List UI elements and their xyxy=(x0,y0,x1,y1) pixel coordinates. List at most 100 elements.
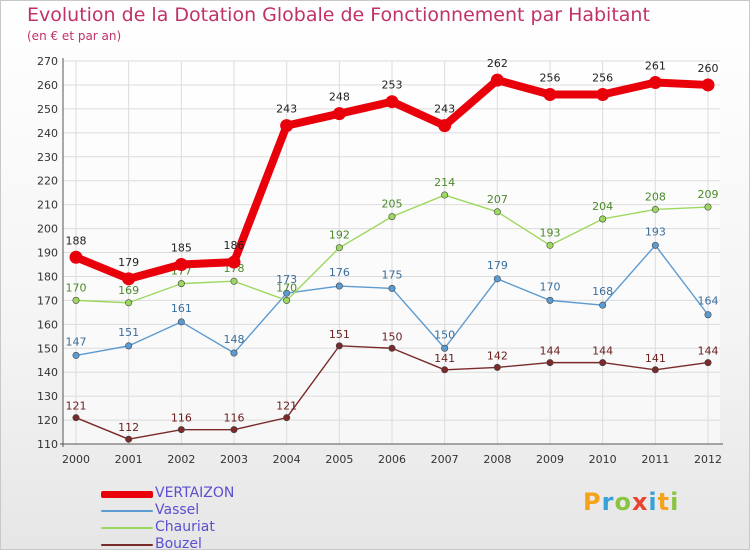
data-point xyxy=(490,73,504,87)
data-label: 179 xyxy=(118,256,139,269)
legend-item: VERTAIZON xyxy=(101,485,361,502)
chart-title: Evolution de la Dotation Globale de Fonc… xyxy=(27,4,650,26)
data-label: 186 xyxy=(224,239,245,252)
data-label: 170 xyxy=(66,281,87,294)
data-point xyxy=(493,208,501,216)
data-point xyxy=(335,282,343,290)
data-label: 188 xyxy=(66,234,87,247)
y-tick-label: 180 xyxy=(37,270,58,283)
x-tick-label: 2000 xyxy=(62,453,90,466)
data-label: 150 xyxy=(434,328,455,341)
data-point xyxy=(230,277,238,285)
data-point xyxy=(125,342,133,350)
data-point xyxy=(280,119,294,133)
data-label: 161 xyxy=(171,302,192,315)
data-point xyxy=(701,78,715,92)
data-point xyxy=(493,363,501,371)
data-point xyxy=(125,299,133,307)
data-label: 168 xyxy=(592,285,613,298)
data-point xyxy=(177,318,185,326)
y-tick-label: 250 xyxy=(37,103,58,116)
data-point xyxy=(546,359,554,367)
data-point xyxy=(596,88,610,102)
y-tick-label: 150 xyxy=(37,342,58,355)
data-label: 170 xyxy=(540,280,561,293)
y-tick-label: 220 xyxy=(37,175,58,188)
data-point xyxy=(441,366,449,374)
y-tick-label: 270 xyxy=(37,55,58,68)
data-label: 144 xyxy=(592,345,613,358)
chart-subtitle: (en € et par an) xyxy=(27,29,122,43)
data-point xyxy=(230,349,238,357)
data-label: 169 xyxy=(118,284,139,297)
brand-letter: t xyxy=(657,488,671,516)
legend-swatch xyxy=(101,544,153,546)
legend-label: Vassel xyxy=(155,502,200,518)
brand-letter: r xyxy=(601,488,615,516)
brand-letter: P xyxy=(583,488,602,516)
data-label: 151 xyxy=(329,328,350,341)
data-label: 208 xyxy=(645,190,666,203)
data-point xyxy=(704,359,712,367)
data-point xyxy=(388,284,396,292)
data-label: 248 xyxy=(329,91,350,104)
data-point xyxy=(174,257,188,271)
data-point xyxy=(69,250,83,264)
x-tick-label: 2011 xyxy=(641,453,669,466)
y-tick-label: 260 xyxy=(37,79,58,92)
x-tick-label: 2004 xyxy=(273,453,301,466)
data-point xyxy=(72,414,80,422)
data-point xyxy=(704,203,712,211)
data-point xyxy=(388,344,396,352)
data-point xyxy=(332,107,346,121)
x-tick-label: 2008 xyxy=(483,453,511,466)
y-tick-label: 230 xyxy=(37,151,58,164)
data-label: 193 xyxy=(645,225,666,238)
x-tick-label: 2012 xyxy=(694,453,722,466)
data-label: 150 xyxy=(382,330,403,343)
brand-letter: o xyxy=(614,488,632,516)
x-tick-label: 2005 xyxy=(325,453,353,466)
data-point xyxy=(283,296,291,304)
data-point xyxy=(546,296,554,304)
data-point xyxy=(122,272,136,286)
y-tick-label: 170 xyxy=(37,294,58,307)
data-label: 112 xyxy=(118,421,139,434)
y-tick-label: 210 xyxy=(37,199,58,212)
data-point xyxy=(651,366,659,374)
data-point xyxy=(704,311,712,319)
data-point xyxy=(441,344,449,352)
data-label: 253 xyxy=(382,79,403,92)
y-tick-label: 110 xyxy=(37,438,58,451)
data-label: 261 xyxy=(645,60,666,73)
data-point xyxy=(388,213,396,221)
y-tick-label: 120 xyxy=(37,414,58,427)
data-point xyxy=(335,244,343,252)
data-point xyxy=(283,414,291,422)
data-label: 214 xyxy=(434,176,455,189)
data-point xyxy=(385,95,399,109)
y-tick-label: 190 xyxy=(37,247,58,260)
data-label: 121 xyxy=(66,400,87,413)
legend-swatch xyxy=(101,510,153,512)
data-point xyxy=(177,280,185,288)
data-label: 121 xyxy=(276,400,297,413)
data-point xyxy=(72,296,80,304)
y-tick-label: 200 xyxy=(37,223,58,236)
data-point xyxy=(283,289,291,297)
brand-logo: Proxiti xyxy=(583,488,679,516)
data-label: 151 xyxy=(118,326,139,339)
data-point xyxy=(651,205,659,213)
data-point xyxy=(546,241,554,249)
data-label: 256 xyxy=(540,72,561,85)
data-label: 116 xyxy=(171,412,192,425)
data-label: 256 xyxy=(592,72,613,85)
data-point xyxy=(335,342,343,350)
legend: VERTAIZON Vassel Chauriat Bouzel xyxy=(101,485,361,549)
data-label: 147 xyxy=(66,335,87,348)
legend-swatch xyxy=(101,527,153,529)
brand-letter: i xyxy=(670,488,680,516)
data-label: 164 xyxy=(698,295,719,308)
